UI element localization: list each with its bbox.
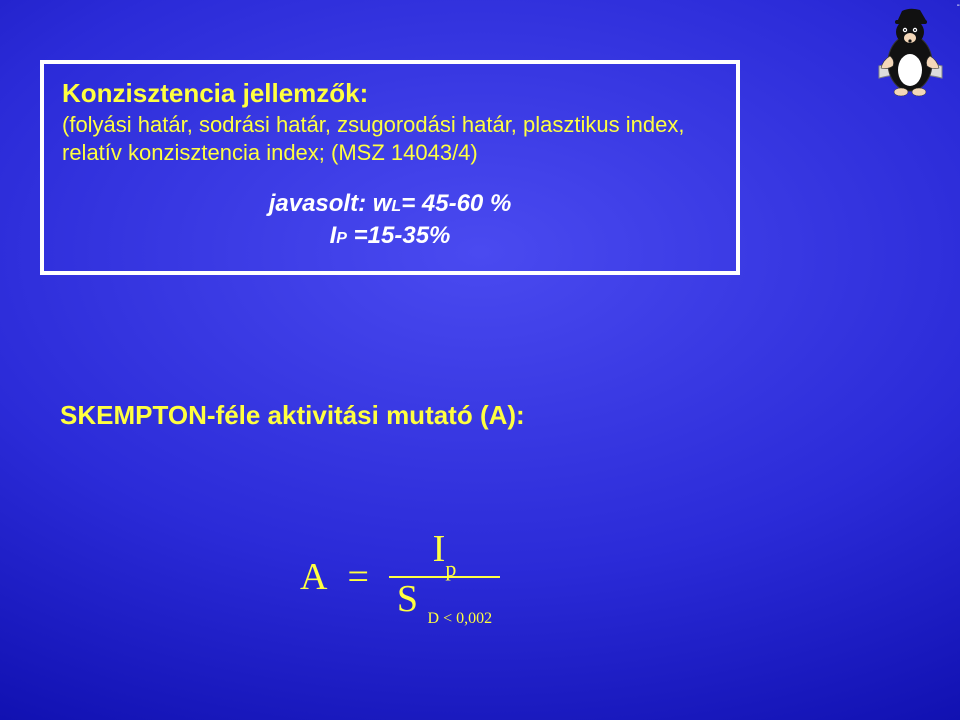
formula-fraction: Ip S D < 0,002 bbox=[389, 530, 500, 624]
rec-line1-sub: L bbox=[391, 198, 401, 215]
corner-mark: - bbox=[957, 0, 960, 11]
consistency-box: Konzisztencia jellemzők: (folyási határ,… bbox=[40, 60, 740, 275]
formula-numerator: Ip bbox=[425, 530, 465, 576]
recommended-values: javasolt: wL= 45-60 % IP =15-35% bbox=[62, 188, 718, 253]
recommended-label: javasolt: bbox=[269, 190, 366, 217]
rec-line1-val: = 45-60 % bbox=[401, 190, 511, 217]
num-var: I bbox=[433, 528, 446, 570]
den-var: S bbox=[397, 578, 418, 620]
skempton-heading: SKEMPTON-féle aktivitási mutató (A): bbox=[60, 400, 525, 431]
den-sub: D < 0,002 bbox=[428, 610, 493, 627]
mole-logo: E M T bbox=[873, 8, 948, 103]
skempton-formula: A = Ip S D < 0,002 bbox=[300, 530, 500, 624]
rec-line2-sub: P bbox=[336, 230, 347, 247]
box-subtitle: (folyási határ, sodrási határ, zsugorodá… bbox=[62, 111, 718, 166]
rec-line1-var: w bbox=[373, 190, 392, 217]
slide: - E M T bbox=[0, 0, 960, 720]
formula-denominator: S D < 0,002 bbox=[389, 578, 500, 624]
rec-line2-val: =15-35% bbox=[347, 222, 450, 249]
box-title: Konzisztencia jellemzők: bbox=[62, 78, 718, 109]
formula-eq: = bbox=[347, 555, 368, 599]
num-sub: p bbox=[445, 556, 456, 581]
formula-lhs: A bbox=[300, 555, 327, 599]
